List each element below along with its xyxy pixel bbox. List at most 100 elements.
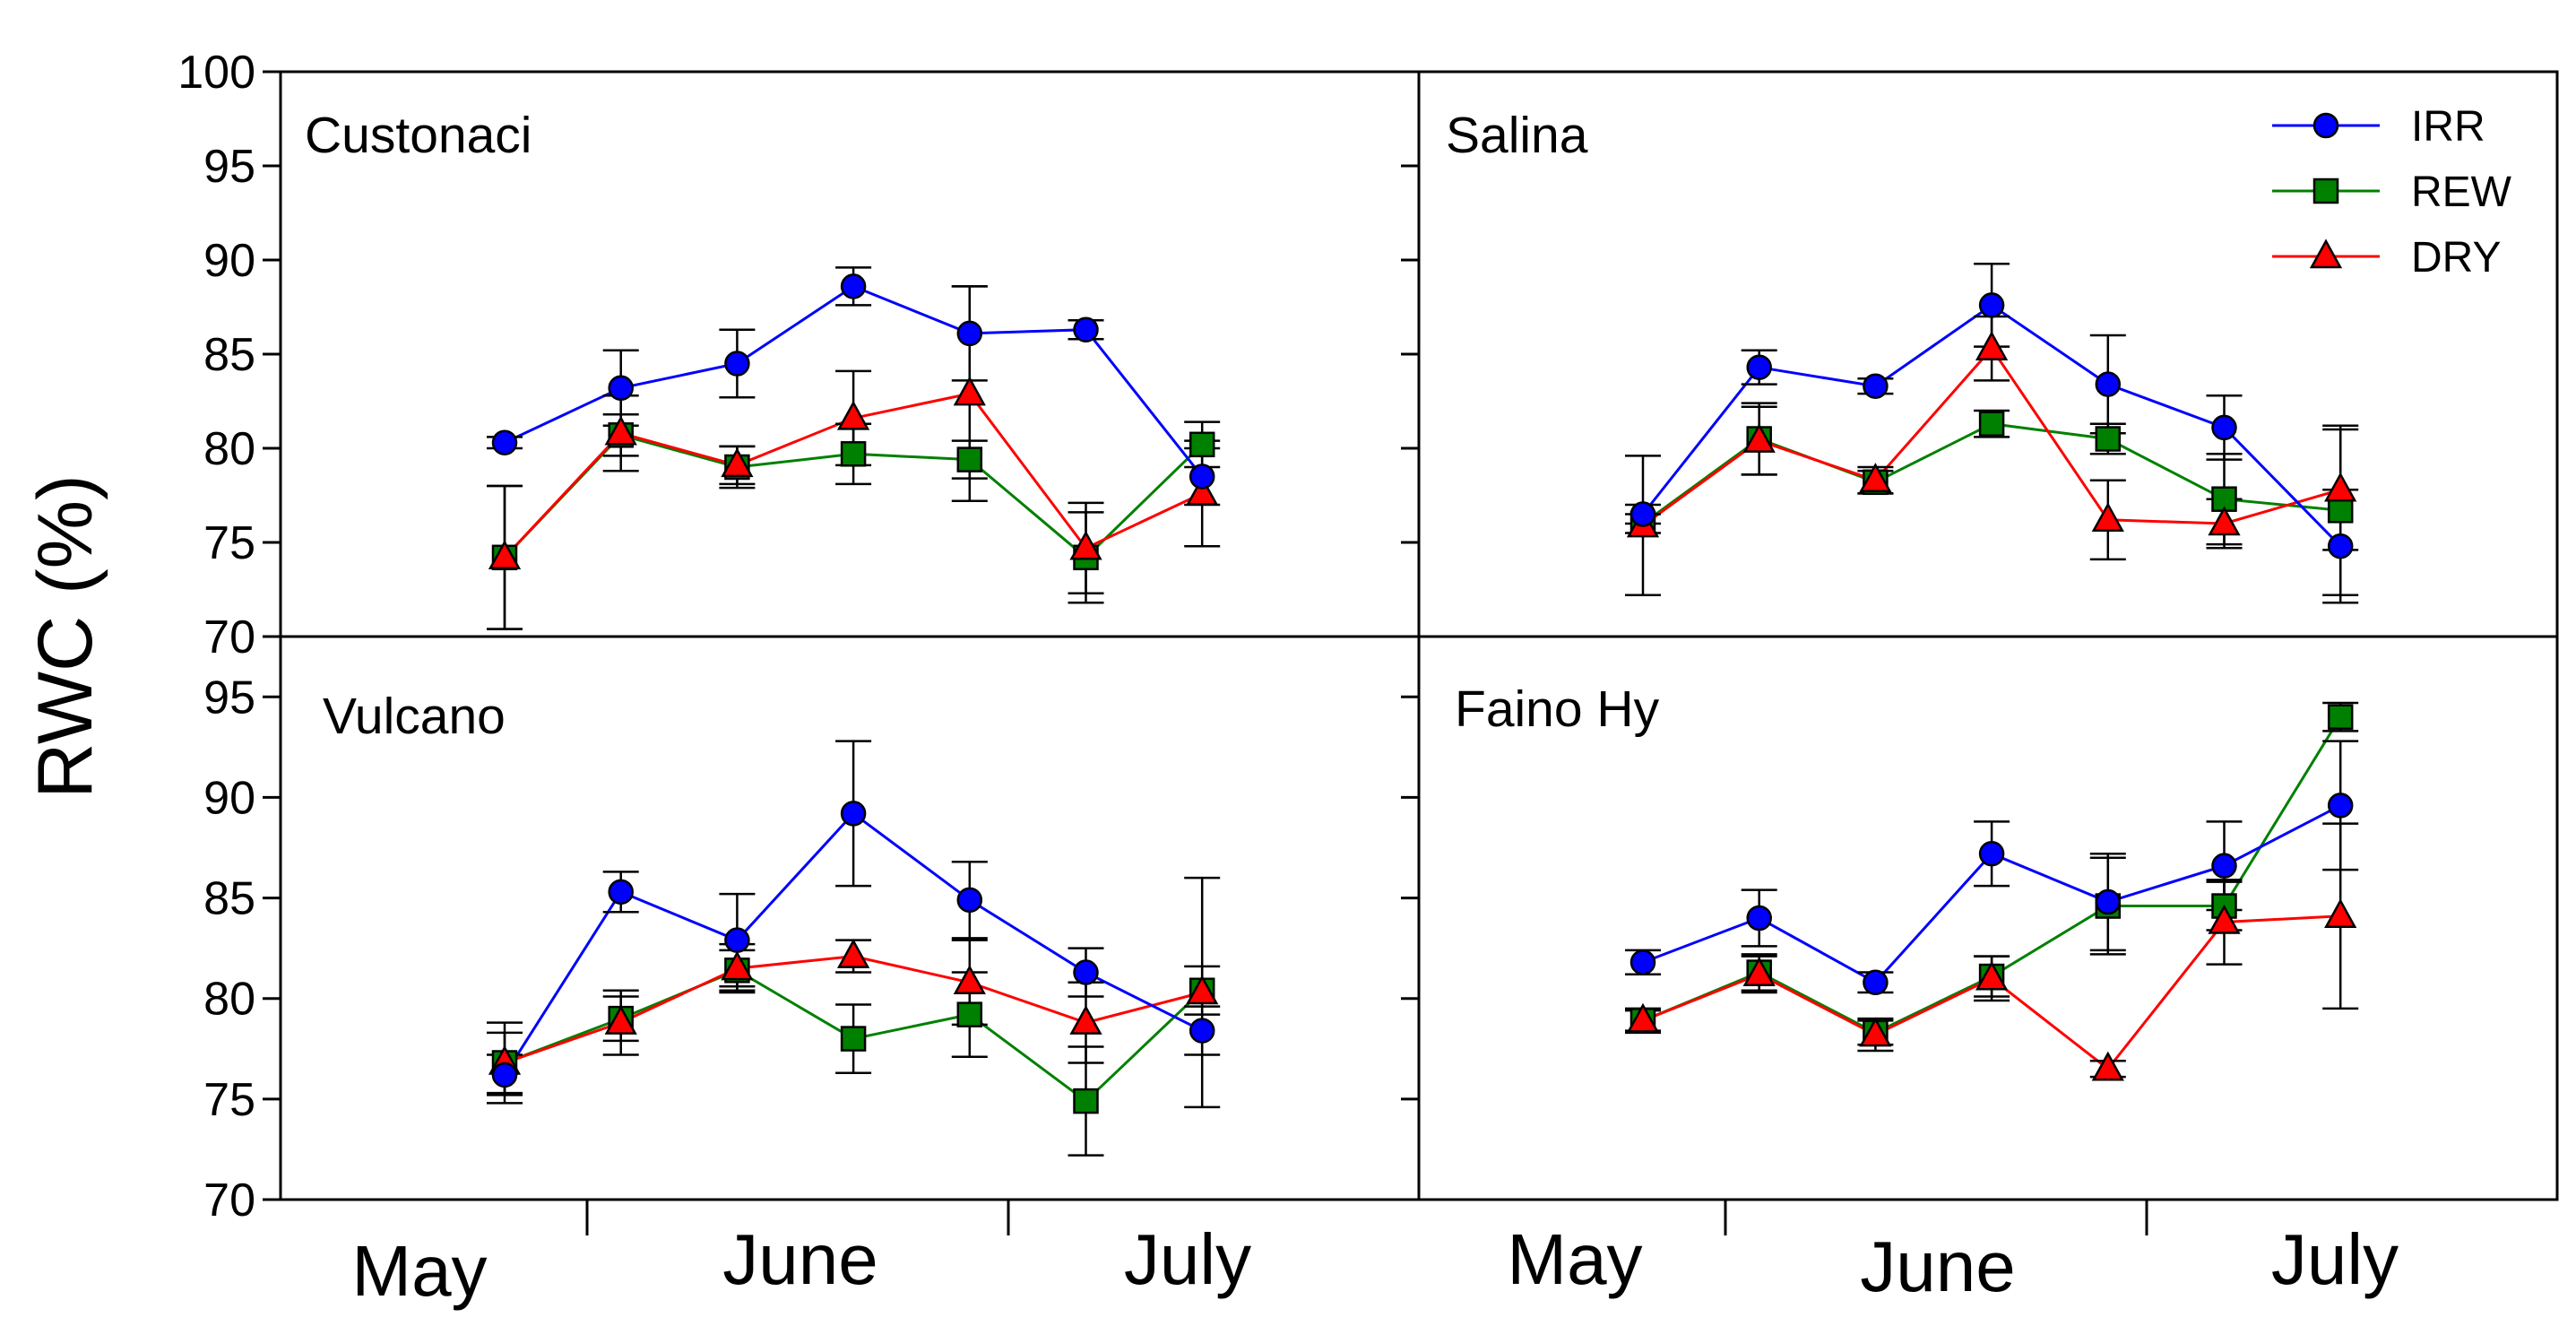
y-tick-label: 75 — [203, 1074, 255, 1126]
custonaci-dry-point — [721, 447, 754, 478]
month-label: June — [1860, 1226, 2015, 1306]
salina-dry-point — [2091, 502, 2124, 533]
y-tick-label: 80 — [203, 974, 255, 1026]
vulcano-irr-point — [956, 887, 983, 914]
vulcano-dry-point — [1069, 1005, 1102, 1035]
salina-irr-point — [1863, 373, 1889, 399]
custonaci-dry-point — [953, 376, 986, 406]
salina-irr-point — [1978, 292, 2005, 318]
custonaci-dry-point — [1069, 530, 1102, 560]
legend-marker-rew — [2312, 178, 2339, 204]
custonaci-dry-point — [488, 540, 522, 570]
vulcano-irr-point — [1073, 959, 1099, 985]
salina-rew-point — [1978, 411, 2005, 437]
faino-hy-dry-point — [2208, 904, 2241, 934]
vulcano-irr-point — [724, 927, 750, 953]
error-bars — [487, 262, 2359, 1157]
series-lines — [503, 284, 2342, 1104]
chart-labels: 75 80 85 90 95 100 70 75 80 85 90 95 70 May June July Ma… — [22, 47, 2399, 1311]
y-tick-label: 85 — [203, 329, 255, 381]
legend-label-irr: IRR — [2411, 103, 2485, 151]
legend-label-dry: DRY — [2411, 234, 2501, 282]
month-label: May — [1507, 1219, 1642, 1299]
y-tick-label: 100 — [177, 47, 255, 99]
vulcano-dry-point — [1186, 975, 1219, 1005]
month-label: May — [351, 1231, 487, 1311]
panel-label: Vulcano — [323, 688, 506, 745]
vulcano-irr-point — [608, 879, 634, 906]
legend-marker-irr — [2312, 112, 2339, 139]
faino-hy-rew-point — [2327, 704, 2354, 730]
vulcano-dry-point — [721, 950, 754, 981]
legend-label-rew: REW — [2411, 169, 2512, 216]
vulcano-dry-point — [604, 1005, 637, 1035]
salina-dry-point — [1742, 423, 1776, 453]
custonaci-dry-point — [604, 415, 637, 446]
panel-label: Faino Hy — [1455, 680, 1660, 738]
salina-irr-point — [2095, 371, 2122, 397]
faino-hy-irr-point — [1863, 969, 1889, 996]
faino-hy-dry-point — [1975, 960, 2009, 991]
y-tick-label: 95 — [203, 141, 255, 193]
salina-irr-point — [1629, 501, 1656, 527]
faino-hy-irr-point — [1978, 840, 2005, 867]
vulcano-irr-point — [1189, 1018, 1215, 1044]
faino-hy-dry-point — [2091, 1051, 2124, 1081]
vulcano-rew-point — [1073, 1088, 1099, 1114]
faino-hy-dry-point — [1859, 1017, 1892, 1047]
data-markers — [488, 273, 2357, 1114]
vulcano-irr-point — [840, 801, 867, 827]
salina-rew-point — [2095, 426, 2122, 452]
y-tick-label: 75 — [203, 517, 255, 569]
salina-dry-point — [2324, 472, 2357, 502]
custonaci-rew-point — [840, 441, 867, 467]
faino-hy-irr-point — [1629, 949, 1656, 975]
salina-irr-point — [1746, 354, 1772, 380]
vulcano-dry-point — [836, 939, 870, 968]
vulcano-rew-point — [840, 1026, 867, 1052]
custonaci-irr-point — [956, 320, 983, 347]
faino-hy-irr-point — [2327, 793, 2354, 819]
legend: IRR REW DRY — [2272, 103, 2512, 282]
panel-label: Salina — [1446, 107, 1588, 164]
month-label: July — [1124, 1219, 1251, 1299]
y-tick-label: 90 — [203, 235, 255, 287]
y-tick-label: 70 — [203, 611, 255, 663]
custonaci-dry-point — [836, 400, 870, 430]
axis-ticks — [263, 70, 2148, 1235]
custonaci-rew-point — [956, 446, 983, 472]
y-tick-label: 90 — [203, 772, 255, 824]
vulcano-dry-point — [953, 965, 986, 995]
y-tick-label: 80 — [203, 423, 255, 475]
custonaci-irr-point — [724, 351, 750, 377]
custonaci-irr-point — [1073, 316, 1099, 342]
vulcano-rew-point — [956, 1001, 983, 1027]
custonaci-irr-point — [840, 273, 867, 299]
faino-hy-dry-point — [1626, 1002, 1660, 1033]
salina-rew-point — [2327, 498, 2354, 524]
salina-irr-point — [2327, 533, 2354, 559]
month-label: June — [722, 1219, 877, 1299]
custonaci-rew-point — [1189, 431, 1215, 458]
salina-dry-point — [2208, 506, 2241, 536]
panel-label: Custonaci — [305, 107, 532, 164]
legend-marker-dry — [2309, 238, 2343, 269]
y-axis-title: RWC (%) — [22, 474, 108, 798]
y-tick-label: 85 — [203, 873, 255, 925]
faino-hy-dry-point — [2324, 898, 2357, 929]
faino-hy-irr-point — [1746, 905, 1772, 932]
salina-dry-point — [1859, 463, 1892, 492]
salina-irr-point — [2211, 414, 2237, 441]
salina-dry-point — [1975, 331, 2009, 360]
faino-hy-irr-point — [2095, 888, 2122, 915]
month-label: July — [2271, 1219, 2399, 1299]
y-tick-label: 70 — [203, 1174, 255, 1226]
faino-hy-irr-point — [2211, 853, 2237, 879]
y-tick-label: 95 — [203, 672, 255, 724]
faino-hy-dry-point — [1742, 957, 1776, 987]
vulcano-irr-point — [491, 1062, 518, 1088]
custonaci-irr-point — [1189, 464, 1215, 490]
custonaci-irr-point — [608, 375, 634, 402]
custonaci-dry-point — [1186, 475, 1219, 506]
